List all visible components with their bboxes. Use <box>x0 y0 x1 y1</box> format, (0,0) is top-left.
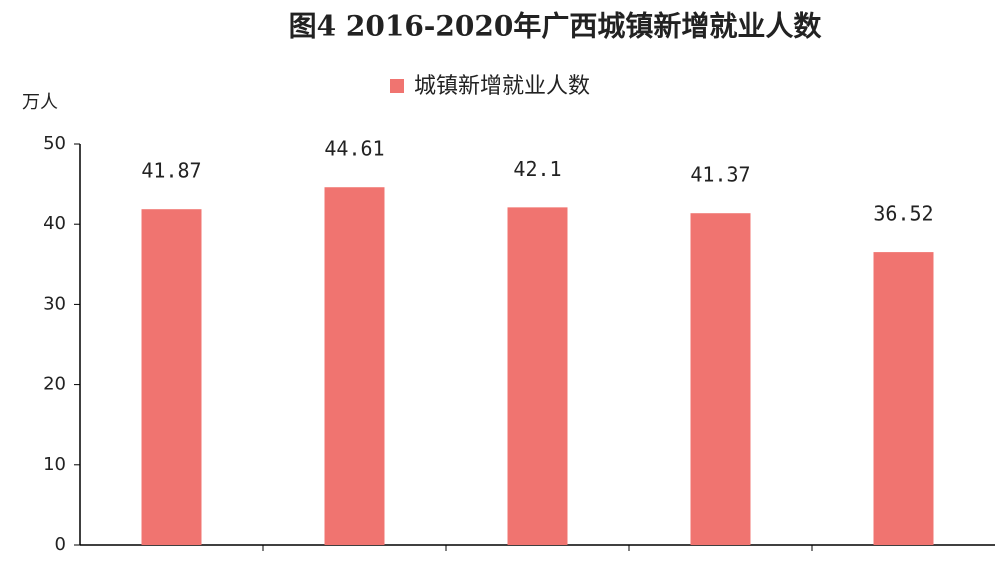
legend-label: 城镇新增就业人数 <box>414 74 590 99</box>
legend-swatch <box>390 79 404 93</box>
bar <box>690 213 751 546</box>
bar <box>141 209 202 545</box>
value-label: 36.52 <box>873 202 933 226</box>
value-label: 41.37 <box>690 163 750 187</box>
y-tick-label: 10 <box>43 454 66 475</box>
value-label: 44.61 <box>324 137 384 161</box>
y-tick-label: 40 <box>43 213 66 234</box>
y-tick-label: 20 <box>43 374 66 395</box>
bar <box>507 207 568 545</box>
bar <box>324 187 385 546</box>
chart-title: 图4 2016-2020年广西城镇新增就业人数 <box>289 10 823 43</box>
y-tick-label: 0 <box>55 534 66 555</box>
y-axis-label: 万人 <box>22 92 58 113</box>
bar <box>873 252 934 545</box>
value-label: 41.87 <box>141 159 201 183</box>
y-tick-label: 50 <box>43 133 66 154</box>
value-label: 42.1 <box>513 157 561 181</box>
y-tick-label: 30 <box>43 293 66 314</box>
